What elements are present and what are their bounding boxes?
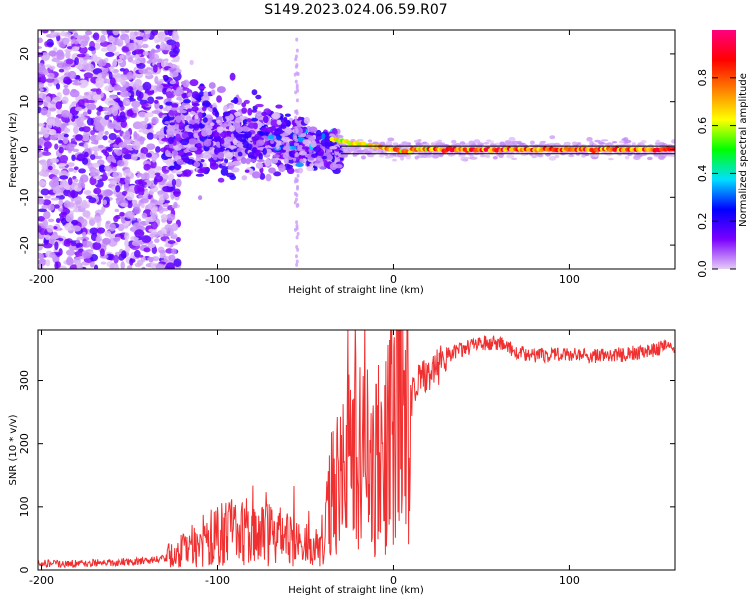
- colorbar-label: Normalized spectral amplitude: [738, 73, 749, 227]
- snr-ytick-label: 0: [18, 567, 31, 574]
- snr-xtick-label: -100: [205, 574, 230, 587]
- spectrogram-xtick-label: -100: [205, 273, 230, 286]
- figure-title: S149.2023.024.06.59.R07: [264, 2, 447, 18]
- snr-ytick-label: 200: [18, 433, 31, 454]
- snr-panel: -200 -100 0 100 0 100 200 300 Height of straig…: [8, 329, 676, 596]
- snr-x-ticks: -200 -100 0 100: [29, 330, 580, 587]
- spectrogram-x-axis-label: Height of straight line (km): [288, 285, 424, 296]
- spectrogram-ytick-label: 10: [18, 95, 31, 109]
- spectrogram-xtick-label: 100: [559, 273, 580, 286]
- colorbar-tick-label: 0.2: [696, 212, 709, 230]
- spectrogram-heatmap: [38, 30, 675, 269]
- colorbar-tick-label: 0.4: [696, 165, 709, 183]
- snr-y-axis-label: SNR (10 * v/v): [8, 414, 19, 485]
- snr-ytick-label: 300: [18, 370, 31, 391]
- colorbar-tick-label: 0.6: [696, 117, 709, 135]
- snr-xtick-label: -200: [29, 574, 54, 587]
- spectrogram-ytick-label: -10: [18, 188, 31, 206]
- colorbar-tick-label: 0.8: [696, 69, 709, 87]
- snr-ytick-label: 100: [18, 496, 31, 517]
- spectrogram-xtick-label: 0: [390, 273, 397, 286]
- snr-xtick-label: 100: [559, 574, 580, 587]
- snr-x-axis-label: Height of straight line (km): [288, 585, 424, 596]
- colorbar-tick-label: 0.0: [696, 260, 709, 278]
- spectrogram-ytick-label: 0: [18, 146, 31, 153]
- snr-y-ticks: 0 100 200 300: [18, 370, 675, 574]
- snr-series-line: [38, 330, 675, 569]
- snr-frame: [37, 329, 676, 571]
- spectrogram-ytick-label: 20: [18, 47, 31, 61]
- spectrogram-x-ticks: -200 -100 0 100: [29, 30, 580, 286]
- spectrogram-ytick-label: -20: [18, 236, 31, 254]
- spectrogram-y-ticks: -20 -10 0 10 20: [18, 47, 675, 254]
- colorbar-gradient: [712, 30, 736, 269]
- snr-xtick-label: 0: [390, 574, 397, 587]
- colorbar: 0.0 0.2 0.4 0.6 0.8 Normalized spectral ampl…: [696, 30, 749, 278]
- colorbar-ticks: 0.0 0.2 0.4 0.6 0.8: [696, 69, 736, 278]
- spectrogram-y-axis-label: Frequency (Hz): [8, 112, 19, 188]
- spectrogram-xtick-label: -200: [29, 273, 54, 286]
